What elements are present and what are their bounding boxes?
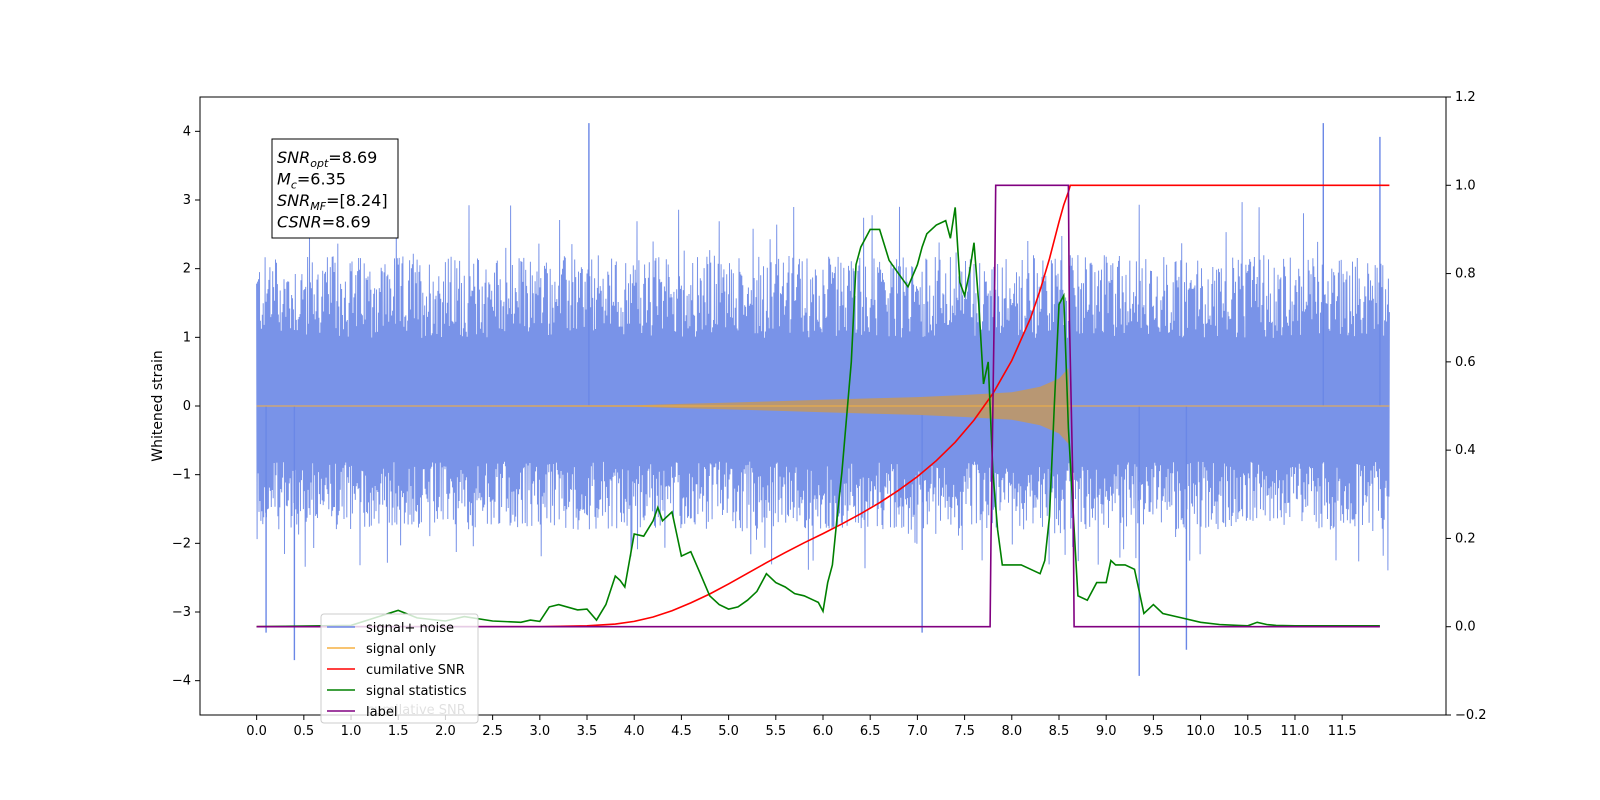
x-tick-label-0: 0.0 [246, 724, 267, 739]
y-right-tick-label-3: 0.6 [1455, 355, 1476, 370]
y-left-tick-label-1: 3 [183, 193, 191, 208]
x-tick-label-4: 2.0 [435, 724, 456, 739]
legend-label-4: label [366, 705, 397, 720]
x-tick-label-19: 9.5 [1143, 724, 1164, 739]
x-tick-label-13: 6.5 [860, 724, 881, 739]
y-left-tick-label-6: −2 [172, 536, 191, 551]
x-tick-label-5: 2.5 [482, 724, 503, 739]
y-axis-label: Whitened strain [150, 350, 166, 461]
series-line-label [256, 184, 1380, 628]
x-tick-label-21: 10.5 [1233, 724, 1262, 739]
info-line-3: CSNR=8.69 [277, 213, 371, 232]
x-tick-label-10: 5.0 [718, 724, 739, 739]
info-line-2: SNRMF=[8.24] [277, 191, 388, 213]
x-tick-label-8: 4.0 [624, 724, 645, 739]
x-tick-label-9: 4.5 [671, 724, 692, 739]
y-right-tick-label-1: 1.0 [1455, 178, 1476, 193]
x-tick-label-6: 3.0 [529, 724, 550, 739]
y-left-tick-label-2: 2 [183, 262, 191, 277]
x-tick-label-20: 10.0 [1186, 724, 1215, 739]
series-line-signal-statistics [256, 207, 1380, 628]
x-tick-label-15: 7.5 [954, 724, 975, 739]
x-tick-label-12: 6.0 [813, 724, 834, 739]
y-left-tick-label-7: −3 [172, 605, 191, 620]
y-right-tick-label-4: 0.4 [1455, 443, 1476, 458]
noise-series-line [256, 202, 1390, 571]
y-right-tick-label-5: 0.2 [1455, 531, 1476, 546]
y-right-tick-label-6: 0.0 [1455, 620, 1476, 635]
y-left-tick-label-5: −1 [172, 468, 191, 483]
info-line-1: Mc=6.35 [277, 170, 346, 192]
y-left-tick-label-4: 0 [183, 399, 191, 414]
info-line-0: SNRopt=8.69 [277, 148, 377, 170]
y-right-tick-label-0: 1.2 [1455, 90, 1476, 105]
y-right-tick-label-2: 0.8 [1455, 267, 1476, 282]
x-tick-label-16: 8.0 [1001, 724, 1022, 739]
x-tick-label-3: 1.5 [388, 724, 409, 739]
x-tick-label-11: 5.5 [765, 724, 786, 739]
y-left-tick-label-0: 4 [183, 124, 191, 139]
info-box-frame [271, 138, 399, 239]
legend-label-2: cumilative SNR [366, 663, 465, 678]
x-tick-label-2: 1.0 [341, 724, 362, 739]
x-tick-label-14: 7.0 [907, 724, 928, 739]
plot-area [256, 123, 1390, 676]
axes: 0.0 0.5 1.0 1.5 2.0 2.5 3.0 3.5 4.0 4.5 5.0 5.5 6.0 6… [172, 90, 1487, 739]
legend-frame [320, 613, 479, 724]
x-tick-label-22: 11.0 [1280, 724, 1309, 739]
y-left-tick-label-3: 1 [183, 330, 191, 345]
y-right-tick-label-7: −0.2 [1455, 708, 1487, 723]
legend-label-0: signal+ noise [366, 621, 454, 636]
x-tick-label-1: 0.5 [293, 724, 314, 739]
y-left-tick-label-8: −4 [172, 674, 191, 689]
x-tick-label-17: 8.5 [1049, 724, 1070, 739]
series-line-cumilative-snr [256, 184, 1390, 628]
x-tick-label-7: 3.5 [577, 724, 598, 739]
x-tick-label-23: 11.5 [1328, 724, 1357, 739]
legend-label-1: signal only [366, 642, 436, 657]
legend-label-3: signal statistics [366, 684, 467, 699]
x-tick-label-18: 9.0 [1096, 724, 1117, 739]
